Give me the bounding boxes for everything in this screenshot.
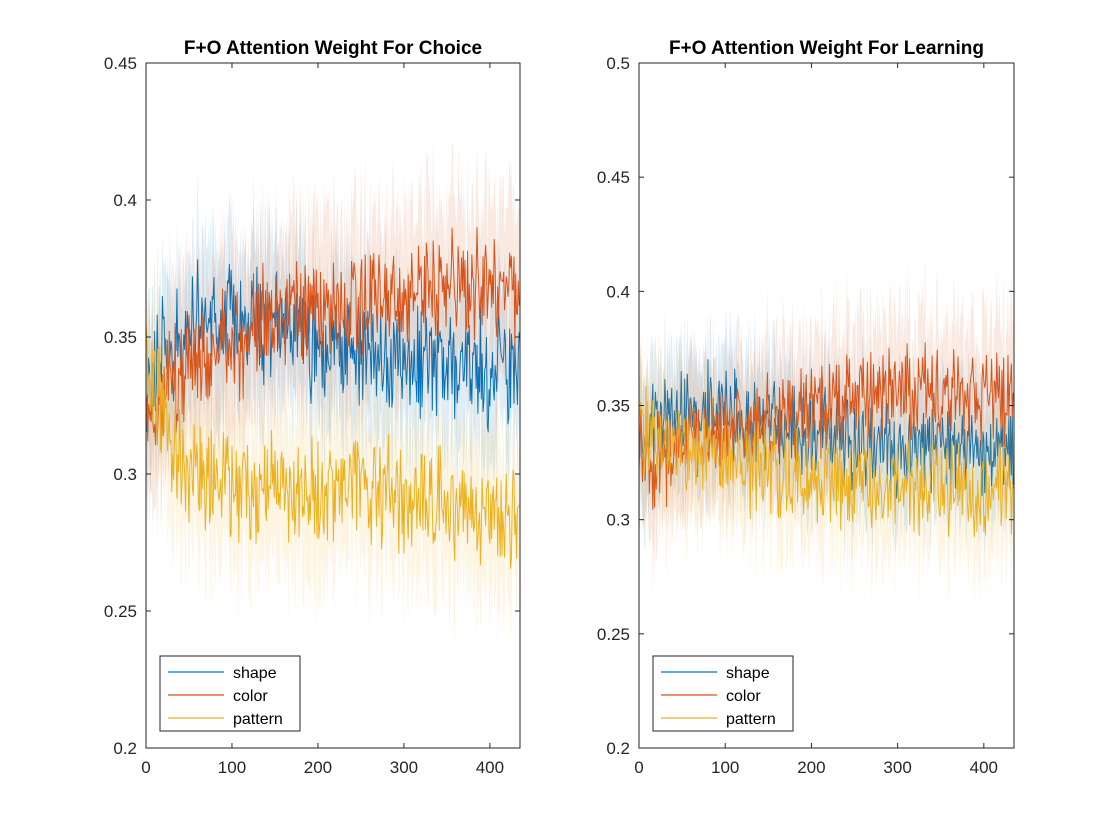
y-tick-label: 0.45 — [104, 54, 137, 73]
y-tick-label: 0.35 — [104, 328, 137, 347]
legend-label-color: color — [233, 688, 268, 705]
pattern-series-line — [639, 385, 1014, 538]
x-tick-label: 200 — [797, 758, 825, 777]
x-tick-label: 300 — [390, 758, 418, 777]
x-tick-label: 300 — [883, 758, 911, 777]
chart-title: F+O Attention Weight For Learning — [669, 38, 984, 59]
shape-series-line — [639, 359, 1014, 499]
legend-label-pattern: pattern — [233, 711, 283, 728]
y-tick-label: 0.5 — [606, 54, 630, 73]
legend-label-color: color — [726, 688, 761, 705]
color-error-band — [146, 131, 520, 545]
pattern-series-line — [146, 323, 520, 569]
legend-label-shape: shape — [233, 665, 277, 682]
y-tick-label: 0.25 — [104, 602, 137, 621]
y-tick-label: 0.3 — [606, 511, 630, 530]
x-tick-label: 200 — [304, 758, 332, 777]
shape-series-line — [146, 259, 520, 433]
y-tick-label: 0.4 — [606, 282, 630, 301]
y-tick-label: 0.45 — [597, 168, 630, 187]
plot-area — [146, 131, 520, 651]
legend-label-pattern: pattern — [726, 711, 776, 728]
right-panel-learning: 0 100 200 300 400 0.2 0.25 0.3 0.35 0.4 0.45 0.5 F+O… — [597, 38, 1015, 777]
plot-area — [639, 250, 1014, 607]
y-tick-label: 0.35 — [597, 397, 630, 416]
legend: shape color pattern — [159, 655, 301, 732]
axes-box — [145, 62, 521, 749]
pattern-error-band — [146, 244, 520, 651]
chart-title: F+O Attention Weight For Choice — [184, 38, 482, 59]
y-tick-label: 0.2 — [606, 739, 630, 758]
y-tick-label: 0.4 — [113, 191, 137, 210]
y-tick-label: 0.2 — [113, 739, 137, 758]
y-tick-label: 0.3 — [113, 465, 137, 484]
x-tick-label: 400 — [476, 758, 504, 777]
legend: shape color pattern — [652, 655, 794, 732]
color-series-line — [146, 226, 520, 445]
x-tick-label: 100 — [711, 758, 739, 777]
x-tick-label: 100 — [218, 758, 246, 777]
y-tick-label: 0.25 — [597, 625, 630, 644]
left-panel-choice: 0 100 200 300 400 0.2 0.25 0.3 0.35 0.4 0.45 F+O At… — [104, 38, 521, 777]
x-tick-label: 400 — [970, 758, 998, 777]
x-tick-label: 0 — [141, 758, 150, 777]
x-tick-label: 0 — [634, 758, 643, 777]
legend-label-shape: shape — [726, 665, 770, 682]
